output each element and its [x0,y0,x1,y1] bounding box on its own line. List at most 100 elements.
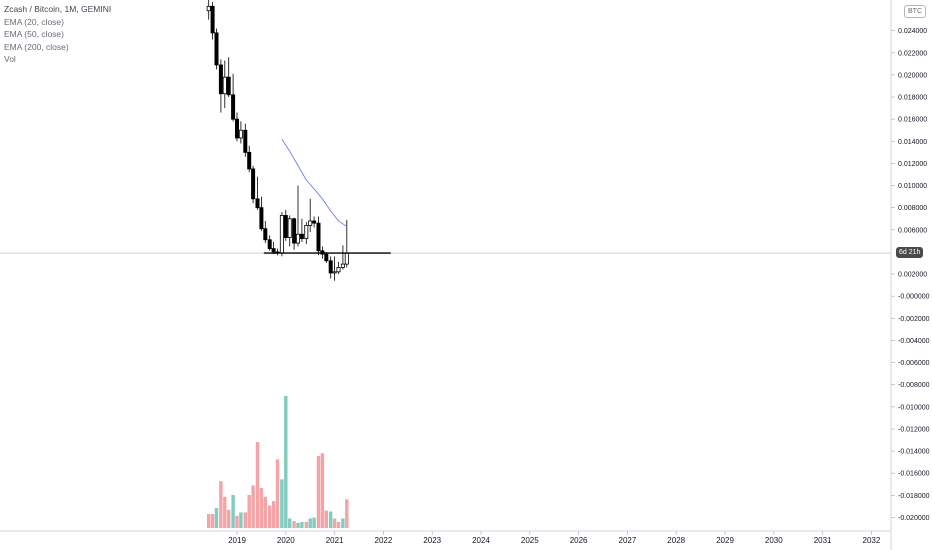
time-tick-label: 2020 [277,536,295,545]
volume-bar [275,459,280,528]
price-tick-label: -0.002000 [898,316,930,323]
volume-bar [239,512,243,528]
bar-countdown-badge: 6d 21h [896,247,924,259]
candle-body [304,224,309,240]
candle-body [308,220,313,226]
candle-body [238,129,243,139]
price-tick-label: 0.016000 [898,117,927,124]
price-tick-label: -0.012000 [898,426,930,433]
time-tick-label: 2030 [765,536,783,545]
volume-bar [292,521,296,528]
price-tick-label: -0.008000 [898,382,930,389]
candle-body [231,94,236,120]
time-axis[interactable]: 2019 2020 2021 2022 2023 2024 2025 2026 2027 2028… [228,531,881,545]
indicator-volume[interactable]: Vol [4,54,16,64]
volume-bar [328,511,333,528]
time-tick-label: 2026 [570,536,588,545]
indicator-ema-50[interactable]: EMA (50, close) [4,29,64,39]
price-tick-label: -0.004000 [898,338,930,345]
volume-bar [284,396,288,528]
time-tick-label: 2023 [423,536,441,545]
candle-body [312,220,317,224]
candle-body [222,76,227,95]
volume-bar [316,455,321,528]
ema-line [281,138,348,227]
volume-bar [263,496,268,528]
price-tick-label: 0.024000 [898,28,927,35]
candle-body [295,233,300,244]
volume-bar [206,514,211,528]
volume-bars [206,396,349,528]
volume-bar [312,517,316,528]
volume-bar [251,485,255,528]
candle-body [263,228,268,241]
candlesticks [206,0,349,281]
price-tick-label: -0.016000 [898,471,930,478]
chart-legend: Zcash / Bitcoin, 1M, GEMINI EMA (20, clo… [4,3,111,66]
price-tick-label: -0.006000 [898,360,930,367]
price-tick-label: -0.020000 [898,515,930,522]
time-tick-label: 2027 [619,536,637,545]
time-tick-label: 2031 [814,536,832,545]
volume-bar [235,515,239,528]
indicator-ema-20[interactable]: EMA (20, close) [4,16,64,27]
candle-body [324,253,329,262]
candle-body [336,267,341,273]
candle-body [292,218,297,244]
volume-bar [336,521,341,528]
volume-bar [308,518,312,528]
candle-body [243,129,248,153]
price-tick-label: -0.000000 [898,294,930,301]
candle-body [247,151,252,170]
price-tick-label: 0.008000 [898,205,927,212]
price-tick-label: -0.018000 [898,493,930,500]
time-tick-label: 2021 [326,536,344,545]
symbol-title[interactable]: Zcash / Bitcoin, 1M, GEMINI [4,4,112,14]
candle-body [299,233,304,240]
time-tick-label: 2022 [375,536,393,545]
candle-body [271,248,276,253]
volume-bar [259,488,264,528]
volume-bar [296,522,300,528]
volume-bar [304,521,308,528]
candle-body [283,215,288,238]
price-tick-label: -0.014000 [898,449,930,456]
price-tick-label: 0.018000 [898,95,927,102]
volume-bar [280,479,284,528]
candle-body [340,263,345,268]
volume-bar [223,496,227,528]
time-tick-label: 2024 [472,536,490,545]
candle-body [267,239,272,250]
candle-body [214,32,219,66]
time-tick-label: 2019 [228,536,246,545]
volume-bar [341,518,345,528]
volume-bar [332,518,337,528]
price-tick-label: 0.014000 [898,139,927,146]
currency-badge[interactable]: BTC [904,5,926,18]
time-tick-label: 2028 [667,536,685,545]
time-tick-label: 2025 [521,536,539,545]
indicator-ema-200[interactable]: EMA (200, close) [4,41,69,52]
volume-bar [320,453,325,528]
candle-body [328,260,333,274]
price-tick-label: 0.020000 [898,72,927,79]
volume-bar [300,521,304,528]
price-tick-label: 0.012000 [898,161,927,168]
volume-bar [288,518,292,528]
candle-body [226,76,231,96]
price-axis[interactable]: 0.024000 0.022000 0.020000 0.018000 0.016000… [891,28,930,522]
volume-bar [255,442,260,528]
time-tick-label: 2029 [716,536,734,545]
candle-body [332,271,337,274]
candle-body [287,218,292,238]
volume-bar [271,501,276,528]
price-tick-label: 0.010000 [898,183,927,190]
ema-series [281,138,348,227]
time-tick-label: 2032 [863,536,881,545]
volume-bar [243,512,247,528]
candle-body [344,252,349,265]
candle-body [316,222,321,252]
volume-bar [214,508,219,528]
volume-bar [219,481,223,528]
